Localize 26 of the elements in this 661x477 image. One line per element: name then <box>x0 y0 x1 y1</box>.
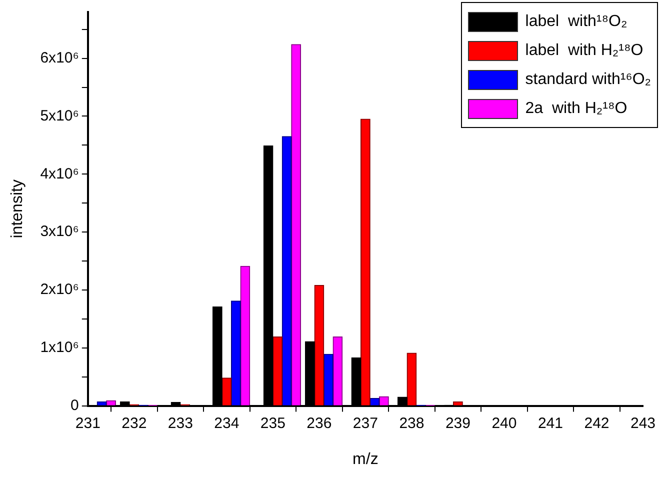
x-tick-label: 236 <box>306 414 332 432</box>
x-tick-label: 242 <box>584 414 610 432</box>
legend-label: standard with¹⁶O₂ <box>525 70 651 88</box>
y-tick-label: 1x10⁶ <box>40 339 79 356</box>
x-axis-title: m/z <box>352 450 378 468</box>
y-axis-title: intensity <box>9 180 26 238</box>
y-tick-label: 2x10⁶ <box>40 281 79 298</box>
legend-label: label with H₂¹⁸O <box>525 42 644 60</box>
x-tick-label: 234 <box>214 414 240 432</box>
x-tick-label: 239 <box>445 414 470 432</box>
x-tick-label: 233 <box>168 414 193 432</box>
x-tick-label: 241 <box>538 414 563 432</box>
x-tick-label: 243 <box>630 414 656 432</box>
y-tick-label: 4x10⁶ <box>40 165 79 182</box>
x-tick-label: 235 <box>260 414 286 432</box>
y-tick-label: 6x10⁶ <box>40 49 79 66</box>
x-tick-label: 237 <box>352 414 378 432</box>
y-tick-label: 3x10⁶ <box>40 223 79 240</box>
x-tick-label: 240 <box>492 414 517 432</box>
y-tick-label: 0 <box>70 396 79 414</box>
x-tick-label: 238 <box>399 414 424 432</box>
y-tick-label: 5x10⁶ <box>40 107 79 124</box>
legend-label: label with¹⁸O₂ <box>525 12 628 30</box>
x-tick-label: 231 <box>75 414 100 432</box>
legend-label: 2a with H₂¹⁸O <box>525 100 628 118</box>
x-tick-label: 232 <box>122 414 147 432</box>
